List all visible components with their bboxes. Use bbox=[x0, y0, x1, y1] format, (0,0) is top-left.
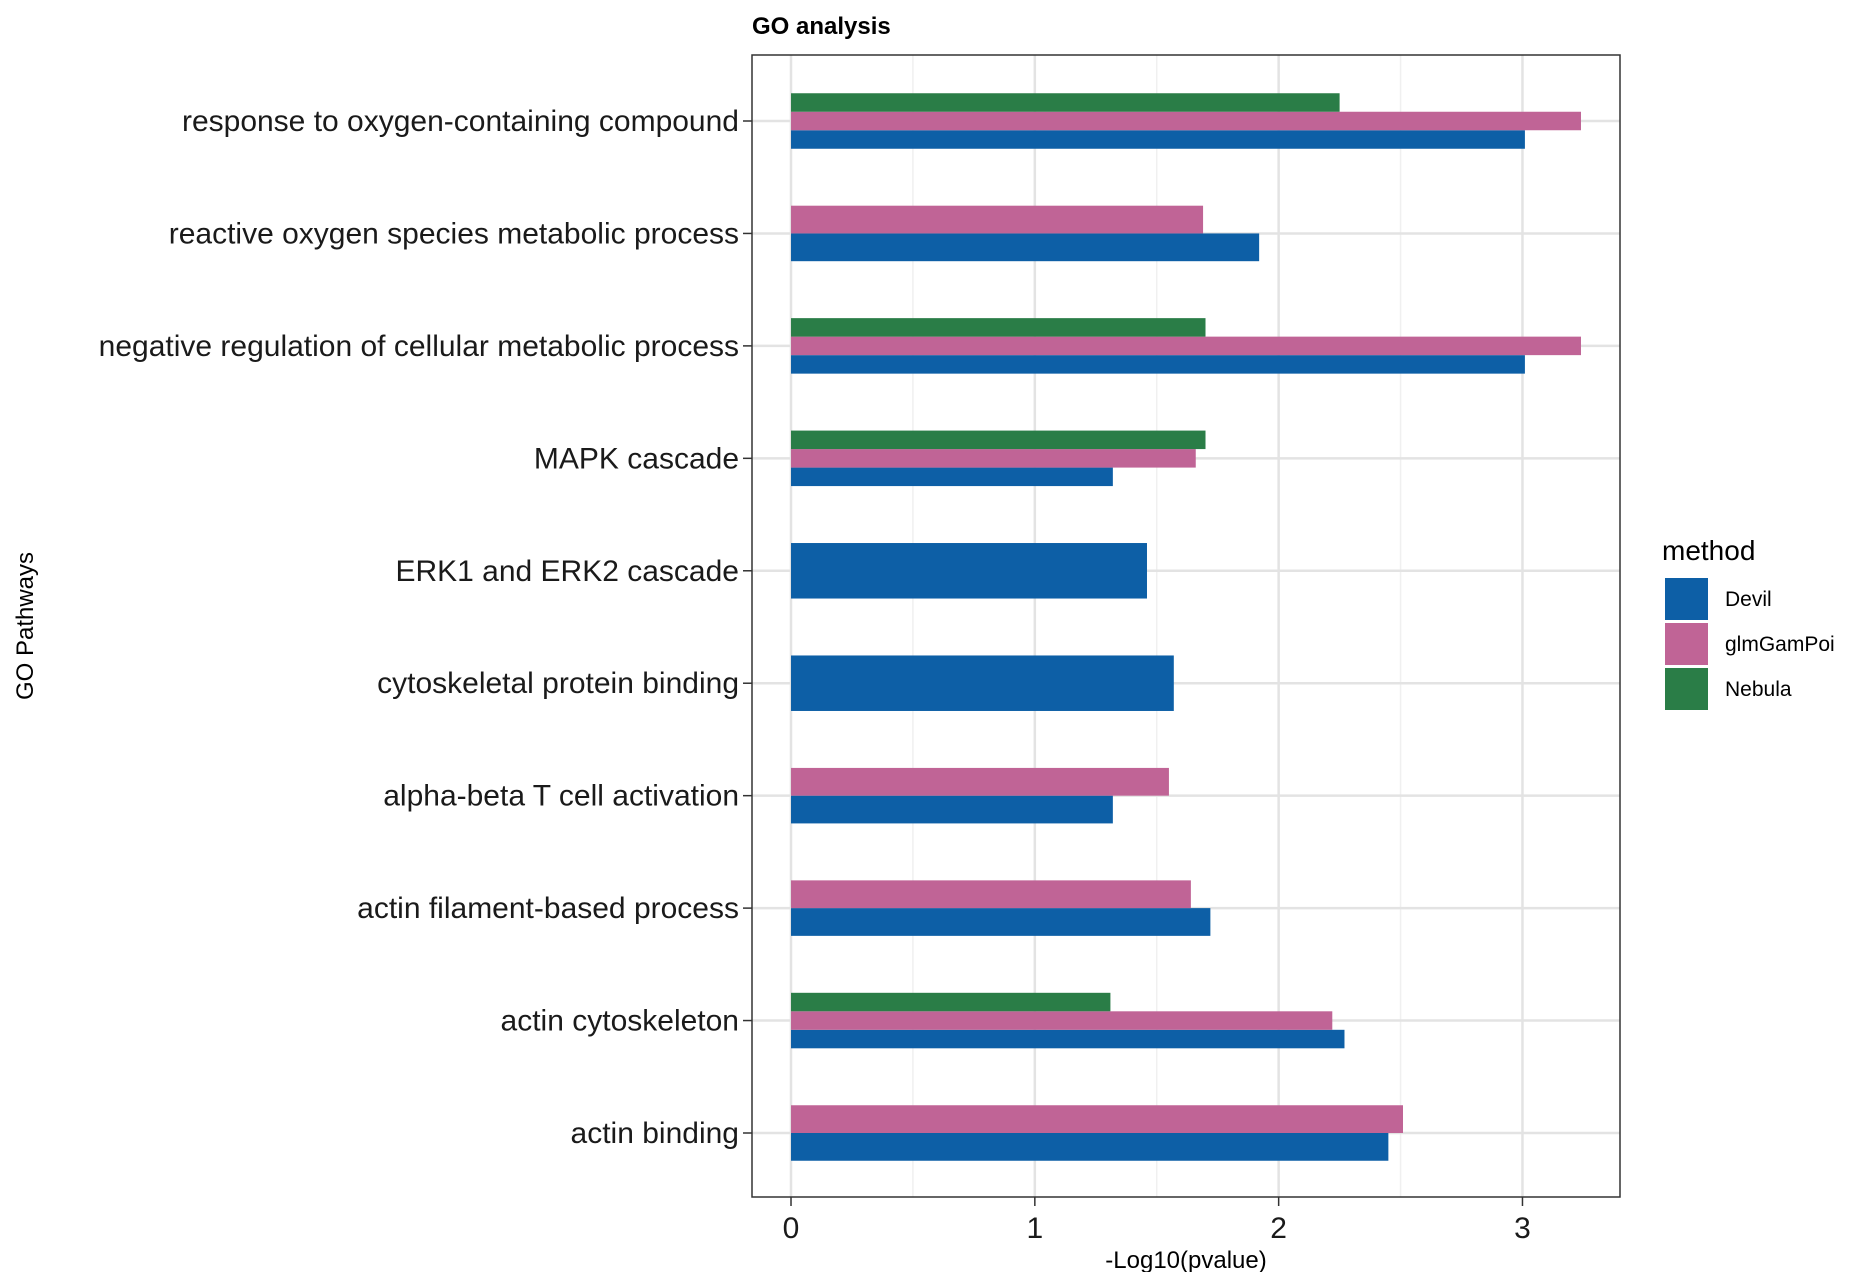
y-tick-label: actin filament-based process bbox=[357, 892, 739, 925]
legend-title: method bbox=[1662, 535, 1755, 566]
x-axis: 0 1 2 3 bbox=[783, 1197, 1531, 1245]
y-tick-label: actin binding bbox=[571, 1117, 739, 1150]
bar-glmgampoi bbox=[791, 206, 1203, 234]
y-tick-label: actin cytoskeleton bbox=[501, 1005, 739, 1038]
y-tick-label: ERK1 and ERK2 cascade bbox=[395, 555, 739, 588]
bar-devil bbox=[791, 655, 1174, 711]
y-tick-label: cytoskeletal protein binding bbox=[377, 667, 739, 700]
bar-devil bbox=[791, 908, 1210, 936]
bar-glmgampoi bbox=[791, 1105, 1403, 1133]
x-tick-label: 2 bbox=[1270, 1212, 1287, 1245]
bar-nebula bbox=[791, 993, 1110, 1012]
y-tick-label: response to oxygen-containing compound bbox=[182, 105, 739, 138]
bar-nebula bbox=[791, 93, 1340, 112]
bar-glmgampoi bbox=[791, 112, 1581, 131]
y-tick-label: alpha-beta T cell activation bbox=[383, 780, 739, 813]
y-axis-title: GO Pathways bbox=[12, 552, 39, 700]
bar-glmgampoi bbox=[791, 337, 1581, 356]
x-tick-label: 0 bbox=[783, 1212, 800, 1245]
y-tick-label: MAPK cascade bbox=[534, 442, 739, 475]
y-axis: response to oxygen-containing compound re… bbox=[99, 105, 752, 1150]
bar-devil bbox=[791, 796, 1113, 824]
bar-glmgampoi bbox=[791, 1011, 1332, 1030]
bar-glmgampoi bbox=[791, 880, 1191, 908]
legend-label: glmGamPoi bbox=[1725, 633, 1835, 656]
bar-devil bbox=[791, 1133, 1388, 1161]
x-tick-label: 1 bbox=[1026, 1212, 1043, 1245]
legend-label: Nebula bbox=[1725, 678, 1792, 701]
legend-swatch-nebula bbox=[1665, 668, 1708, 710]
legend-label: Devil bbox=[1725, 588, 1772, 611]
bar-nebula bbox=[791, 431, 1205, 450]
bar-devil bbox=[791, 233, 1259, 261]
bar-devil bbox=[791, 355, 1525, 374]
bar-devil bbox=[791, 543, 1147, 599]
bar-devil bbox=[791, 130, 1525, 149]
legend: method Devil glmGamPoi Nebula bbox=[1662, 535, 1835, 710]
x-axis-title: -Log10(pvalue) bbox=[1105, 1247, 1266, 1272]
plot-panel bbox=[752, 55, 1620, 1197]
legend-swatch-devil bbox=[1665, 578, 1708, 620]
y-tick-label: negative regulation of cellular metaboli… bbox=[99, 330, 739, 363]
x-tick-label: 3 bbox=[1514, 1212, 1531, 1245]
bar-devil bbox=[791, 468, 1113, 487]
legend-swatch-glmgampoi bbox=[1665, 623, 1708, 665]
bar-nebula bbox=[791, 318, 1205, 337]
bar-glmgampoi bbox=[791, 768, 1169, 796]
chart-title: GO analysis bbox=[752, 13, 891, 40]
bar-glmgampoi bbox=[791, 449, 1196, 468]
bar-devil bbox=[791, 1030, 1344, 1049]
y-tick-label: reactive oxygen species metabolic proces… bbox=[169, 217, 739, 250]
